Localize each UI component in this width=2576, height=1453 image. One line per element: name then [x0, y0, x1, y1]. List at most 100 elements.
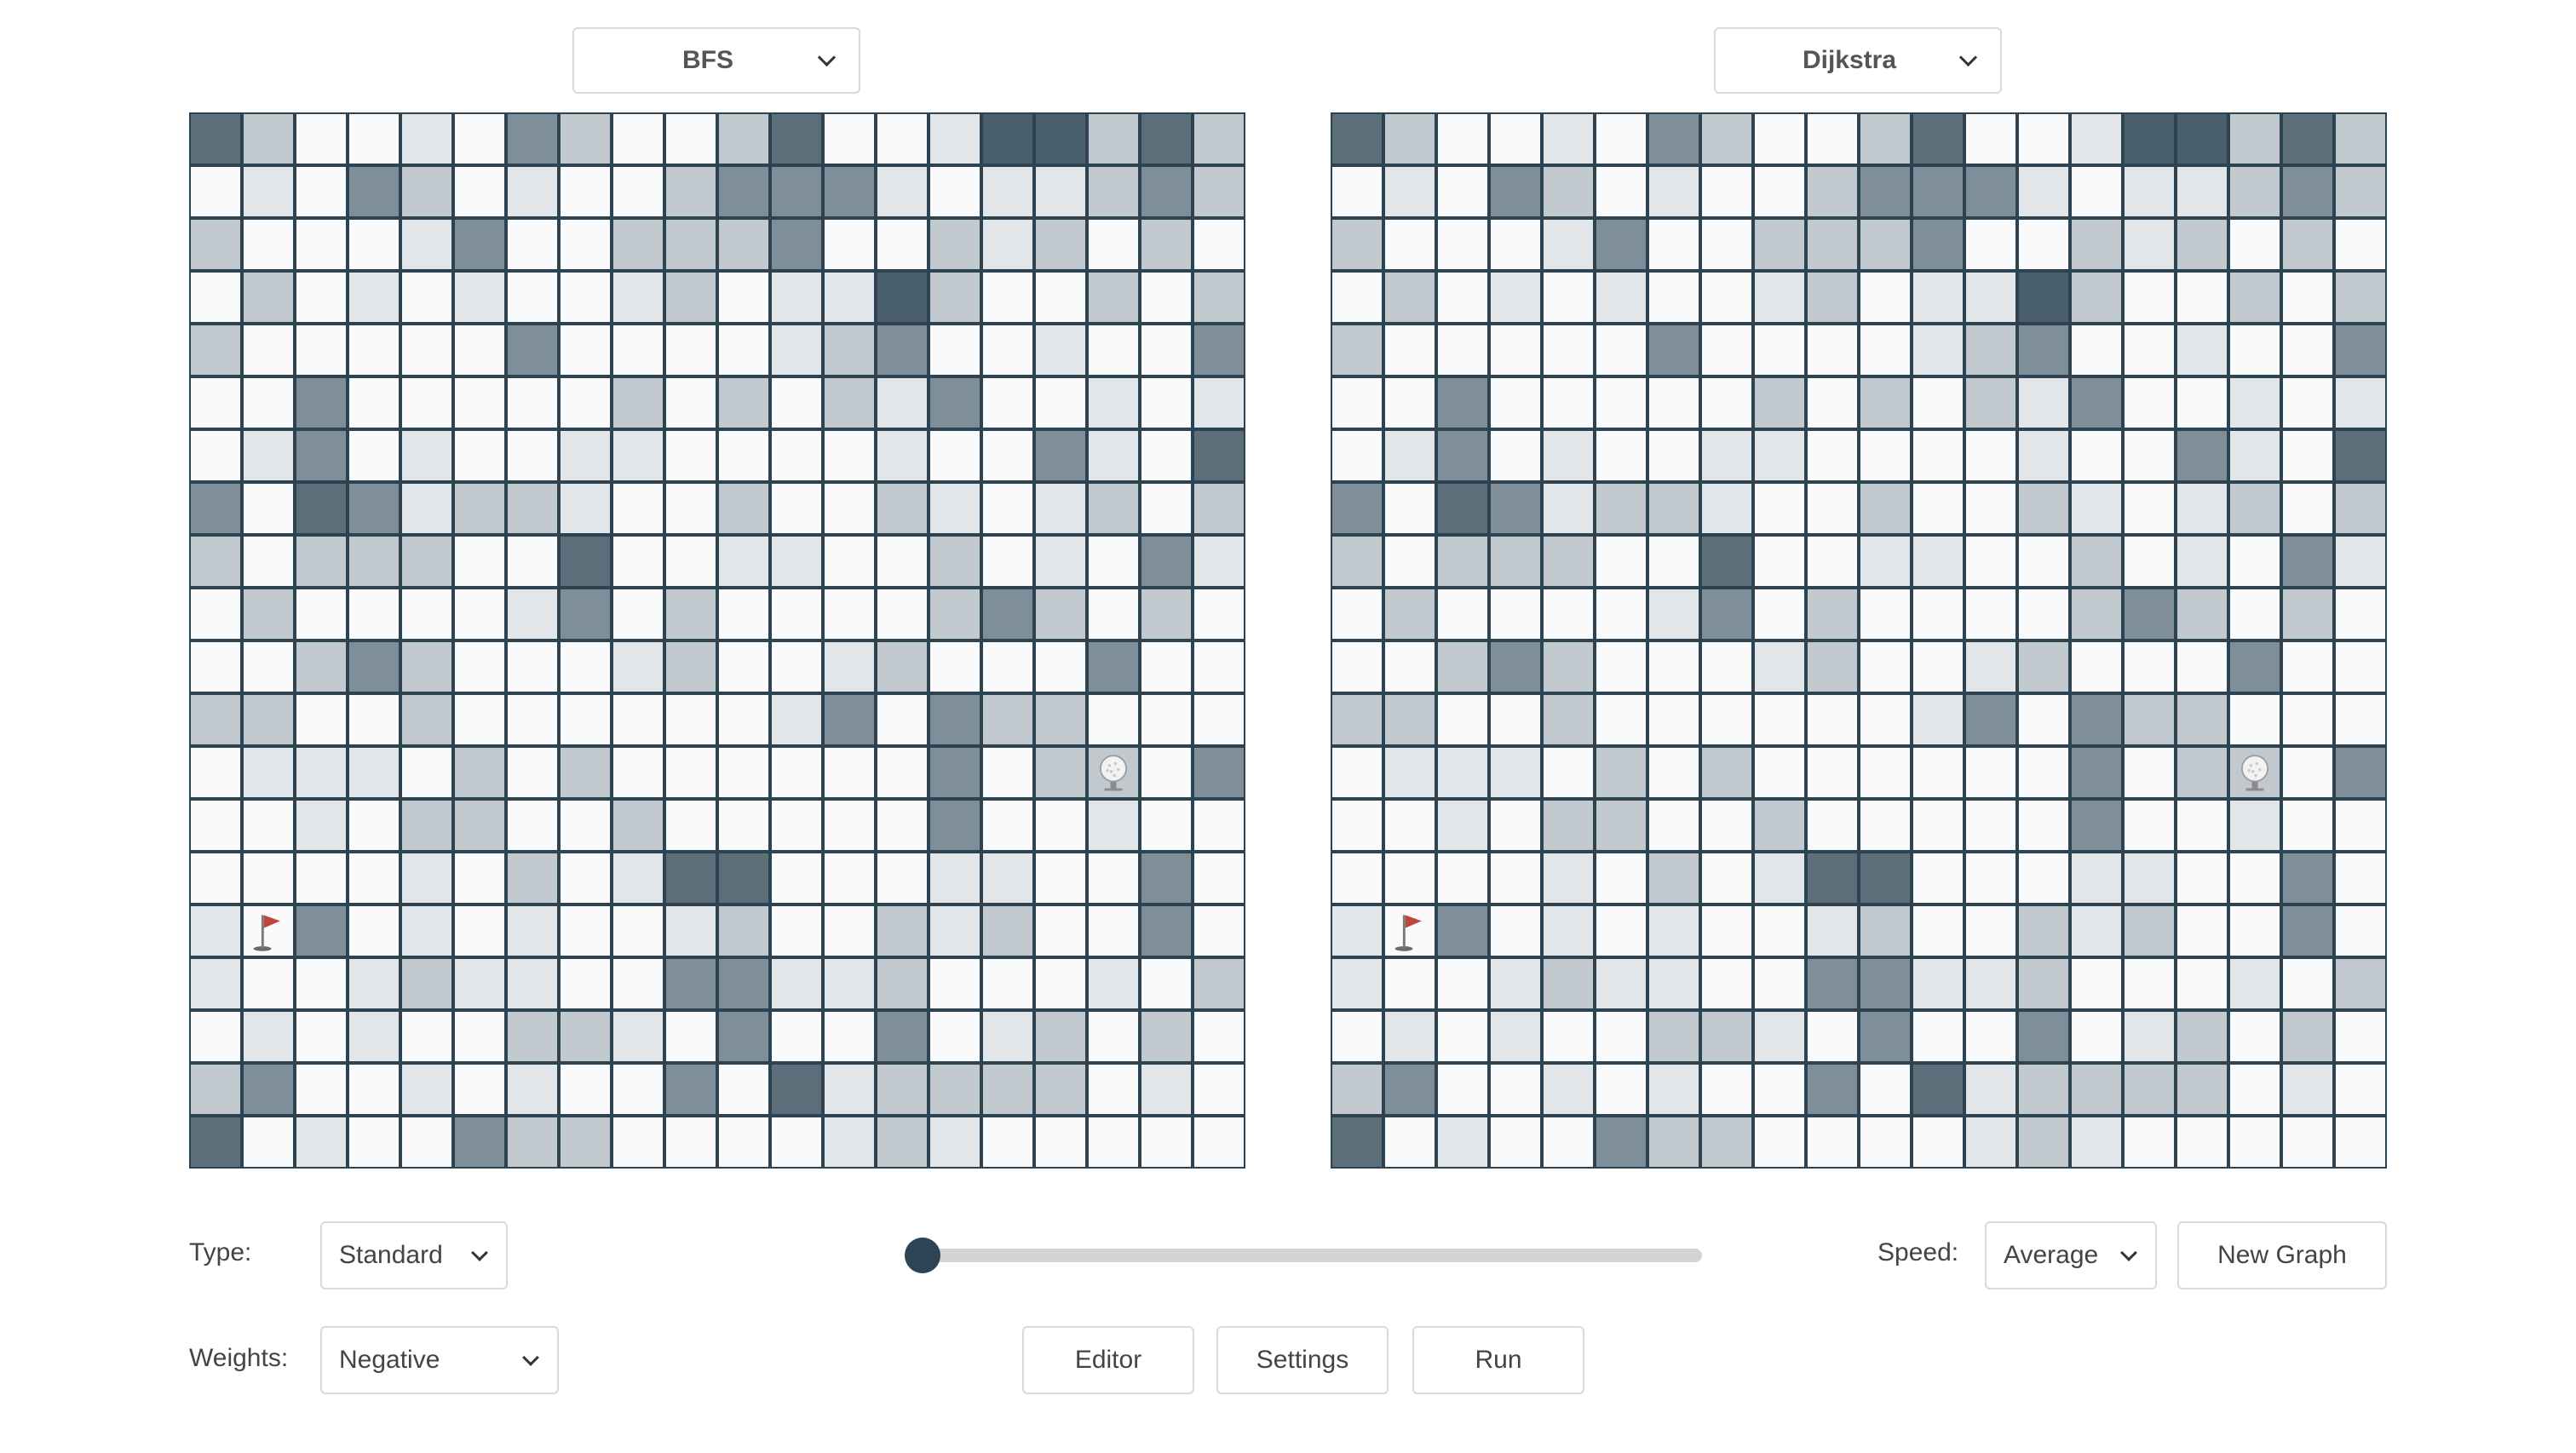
grid-cell[interactable] [983, 537, 1032, 586]
grid-cell[interactable] [1491, 431, 1540, 480]
grid-cell[interactable] [402, 695, 451, 744]
grid-cell[interactable] [2283, 537, 2332, 586]
grid-cell[interactable] [1544, 959, 1593, 1008]
grid-cell[interactable] [1649, 167, 1699, 216]
grid-cell[interactable] [1649, 1012, 1699, 1061]
grid-cell[interactable] [1596, 959, 1646, 1008]
grid-cell[interactable] [349, 220, 399, 269]
grid-cell[interactable] [1089, 959, 1138, 1008]
grid-cell[interactable] [296, 589, 346, 639]
grid-cell[interactable] [1913, 1117, 1963, 1167]
grid-cell[interactable] [1966, 378, 2015, 428]
grid-cell[interactable] [2230, 484, 2280, 533]
grid-cell[interactable] [2125, 378, 2174, 428]
grid-cell[interactable] [1036, 378, 1085, 428]
grid-cell[interactable] [1089, 325, 1138, 375]
grid-cell[interactable] [455, 220, 504, 269]
new-graph-button[interactable]: New Graph [2177, 1221, 2387, 1289]
grid-cell[interactable] [561, 484, 610, 533]
grid-cell[interactable] [1089, 906, 1138, 956]
grid-cell[interactable] [825, 220, 874, 269]
grid-cell[interactable] [296, 378, 346, 428]
grid-cell[interactable] [2177, 642, 2227, 692]
grid-cell[interactable] [1194, 484, 1244, 533]
grid-cell[interactable] [1491, 1012, 1540, 1061]
grid-cell[interactable] [1194, 748, 1244, 797]
grid-cell[interactable] [1438, 959, 1487, 1008]
grid-cell[interactable] [877, 114, 927, 164]
grid-cell[interactable] [930, 431, 980, 480]
grid-cell[interactable] [1755, 959, 1804, 1008]
grid-cell[interactable] [402, 642, 451, 692]
grid-cell[interactable] [1913, 220, 1963, 269]
grid-cell[interactable] [1966, 801, 2015, 850]
grid-cell[interactable] [1438, 273, 1487, 322]
grid-cell[interactable] [244, 1065, 293, 1114]
grid-cell[interactable] [191, 220, 240, 269]
grid-cell[interactable] [1702, 220, 1751, 269]
grid-cell[interactable] [1141, 1065, 1191, 1114]
grid-cell[interactable] [613, 220, 663, 269]
grid-cell[interactable] [2336, 378, 2385, 428]
grid-cell[interactable] [1966, 748, 2015, 797]
grid-cell[interactable] [772, 537, 821, 586]
grid-cell[interactable] [983, 959, 1032, 1008]
grid-cell[interactable] [2230, 589, 2280, 639]
grid-cell[interactable] [1194, 378, 1244, 428]
grid-cell[interactable] [2125, 748, 2174, 797]
left-algorithm-select[interactable]: BFS [572, 27, 860, 94]
grid-cell[interactable] [613, 167, 663, 216]
grid-cell[interactable] [455, 589, 504, 639]
grid-cell[interactable] [2072, 1012, 2121, 1061]
grid-cell[interactable] [1860, 959, 1910, 1008]
grid-cell[interactable] [1808, 642, 1857, 692]
grid-cell[interactable] [1596, 748, 1646, 797]
grid-cell[interactable] [2283, 378, 2332, 428]
grid-cell[interactable] [719, 167, 768, 216]
grid-cell[interactable] [2177, 801, 2227, 850]
grid-cell[interactable] [2336, 220, 2385, 269]
grid-cell[interactable] [2125, 167, 2174, 216]
grid-cell[interactable] [455, 906, 504, 956]
grid-cell[interactable] [455, 325, 504, 375]
grid-cell[interactable] [772, 220, 821, 269]
grid-cell[interactable] [2283, 167, 2332, 216]
grid-cell[interactable] [1808, 695, 1857, 744]
grid-cell[interactable] [2177, 853, 2227, 903]
grid-cell[interactable] [1544, 220, 1593, 269]
grid-cell[interactable] [1194, 273, 1244, 322]
grid-cell[interactable] [2336, 642, 2385, 692]
grid-cell[interactable] [983, 431, 1032, 480]
grid-cell[interactable] [2230, 1065, 2280, 1114]
grid-cell[interactable] [2019, 325, 2068, 375]
grid-cell[interactable] [613, 589, 663, 639]
grid-cell[interactable] [2125, 853, 2174, 903]
grid-cell[interactable] [772, 853, 821, 903]
grid-cell[interactable] [983, 220, 1032, 269]
grid-cell[interactable] [666, 906, 716, 956]
grid-cell[interactable] [825, 273, 874, 322]
grid-cell[interactable] [244, 167, 293, 216]
grid-cell[interactable] [1491, 325, 1540, 375]
grid-cell[interactable] [666, 484, 716, 533]
grid-cell[interactable] [561, 1117, 610, 1167]
grid-cell[interactable] [1036, 642, 1085, 692]
grid-cell[interactable] [930, 695, 980, 744]
grid-cell[interactable] [561, 906, 610, 956]
grid-cell[interactable] [1649, 853, 1699, 903]
grid-cell[interactable] [402, 273, 451, 322]
grid-cell[interactable] [244, 431, 293, 480]
grid-cell[interactable] [2336, 1065, 2385, 1114]
grid-cell[interactable] [1544, 273, 1593, 322]
grid-cell[interactable] [1438, 1065, 1487, 1114]
grid-cell[interactable] [1808, 589, 1857, 639]
grid-cell[interactable] [1141, 325, 1191, 375]
grid-cell[interactable] [825, 1117, 874, 1167]
grid-cell[interactable] [1755, 484, 1804, 533]
grid-cell[interactable] [561, 1012, 610, 1061]
grid-cell[interactable] [2125, 220, 2174, 269]
grid-cell[interactable] [1596, 589, 1646, 639]
grid-cell[interactable] [666, 114, 716, 164]
grid-cell[interactable] [1755, 748, 1804, 797]
grid-cell[interactable] [244, 325, 293, 375]
